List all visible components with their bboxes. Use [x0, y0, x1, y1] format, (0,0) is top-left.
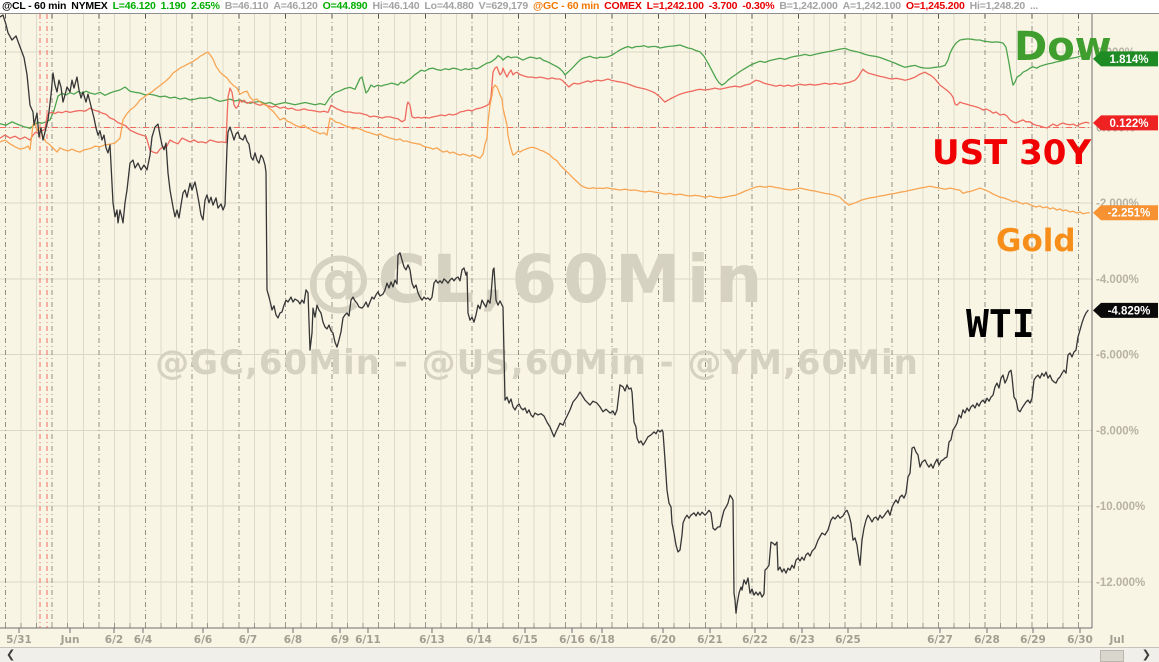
last-value-badge-text: 0.122%	[1109, 118, 1148, 130]
x-axis-label: 6/18	[589, 634, 615, 646]
x-axis-label: 6/16	[559, 634, 585, 646]
x-axis-label: 6/25	[835, 634, 861, 646]
watermark-primary-symbol: @CL,60Min	[306, 241, 769, 318]
horizontal-scrollbar[interactable]: ❮ ❯	[0, 647, 1159, 662]
x-axis-label: 6/22	[742, 634, 768, 646]
x-axis-label: 6/9	[331, 634, 349, 646]
y-axis-label: -12.000%	[1096, 577, 1145, 589]
quote-segment: B=46.110	[224, 0, 269, 12]
quote-segment: O=1,245.200	[905, 0, 965, 12]
series-label-dow: Dow	[1014, 24, 1112, 70]
quote-segment: Lo=44.880	[424, 0, 474, 12]
y-axis-label: -10.000%	[1096, 501, 1145, 513]
quote-segment: ...	[1029, 0, 1039, 12]
x-axis-label: 6/23	[789, 634, 815, 646]
series-label-ust-30y: UST 30Y	[932, 133, 1091, 173]
x-axis-label: 6/7	[239, 634, 257, 646]
series-line-wti	[0, 14, 1089, 614]
last-value-badge-text: 1.814%	[1109, 54, 1148, 66]
series-line-gold	[0, 51, 1090, 215]
quote-segment: Hi=1,248.20	[969, 0, 1026, 12]
y-axis-label: -8.000%	[1096, 425, 1139, 437]
quote-segment: L=46.120	[112, 0, 156, 12]
quote-segment: 1.190	[160, 0, 186, 12]
last-value-badge-wti	[1093, 302, 1158, 318]
quote-segment: -3.700	[708, 0, 738, 12]
quote-segment: 2.65%	[190, 0, 220, 12]
y-axis-label: -4.000%	[1096, 274, 1139, 286]
series-line-ust-30y	[0, 66, 1090, 154]
quote-segment: L=1,242.100	[646, 0, 704, 12]
x-axis-label: 6/30	[1067, 634, 1093, 646]
quote-segment: B=1,242.000	[779, 0, 838, 12]
x-axis-label: 6/29	[1020, 634, 1046, 646]
last-value-badge-text: -4.829%	[1108, 305, 1151, 317]
quote-segment: NYMEX	[71, 0, 108, 12]
x-axis-label: 6/15	[512, 634, 538, 646]
x-axis-label: 6/8	[284, 634, 302, 646]
x-axis-label: 6/6	[194, 634, 212, 646]
last-value-badge-gold	[1093, 205, 1158, 221]
x-axis-label: 6/14	[466, 634, 492, 646]
x-axis-label: 5/31	[6, 634, 32, 646]
x-axis-label: 6/13	[419, 634, 445, 646]
quote-segment: @GC - 60 min	[532, 0, 600, 12]
scrollbar-thumb[interactable]	[1100, 650, 1124, 662]
series-label-wti: WTI	[966, 302, 1035, 346]
x-axis-label: 6/11	[355, 634, 381, 646]
quote-segment: O=44.890	[322, 0, 368, 12]
chart-canvas[interactable]: @CL,60Min @GC,60Min - @US,60Min - @YM,60M…	[0, 14, 1159, 647]
series-label-gold: Gold	[996, 223, 1076, 259]
quote-segment: A=1,242.100	[842, 0, 901, 12]
quote-segment: V=629,179	[478, 0, 528, 12]
quote-segment: COMEX	[604, 0, 642, 12]
x-axis-label: Jun	[60, 634, 80, 646]
series-line-dow	[0, 38, 1090, 129]
x-axis-label: 6/27	[927, 634, 953, 646]
plot-background	[0, 14, 1159, 647]
quote-segment: Hi=46.140	[372, 0, 420, 12]
x-axis-label: 6/20	[650, 634, 676, 646]
last-value-badge-text: -2.251%	[1108, 208, 1151, 220]
y-axis-label: -6.000%	[1096, 350, 1139, 362]
last-value-badge-ust-30y	[1093, 115, 1158, 131]
quote-toolbar: @CL - 60 min NYMEX L=46.120 1.190 2.65% B=46.…	[0, 0, 1159, 14]
quote-segment: A=46.120	[273, 0, 318, 12]
quote-segment: @CL - 60 min	[2, 0, 67, 12]
watermark-overlay-symbols: @GC,60Min - @US,60Min - @YM,60Min	[155, 343, 919, 383]
scroll-left-icon[interactable]: ❮	[6, 648, 16, 661]
x-axis-label: Jul	[1109, 634, 1125, 646]
x-axis-label: 6/4	[134, 634, 152, 646]
last-value-badge-dow	[1093, 51, 1158, 67]
x-axis-label: 6/2	[105, 634, 123, 646]
scroll-right-icon[interactable]: ❯	[1141, 648, 1151, 661]
x-axis-label: 6/21	[697, 634, 723, 646]
quote-segment: -0.30%	[742, 0, 775, 12]
x-axis-label: 6/28	[974, 634, 1000, 646]
